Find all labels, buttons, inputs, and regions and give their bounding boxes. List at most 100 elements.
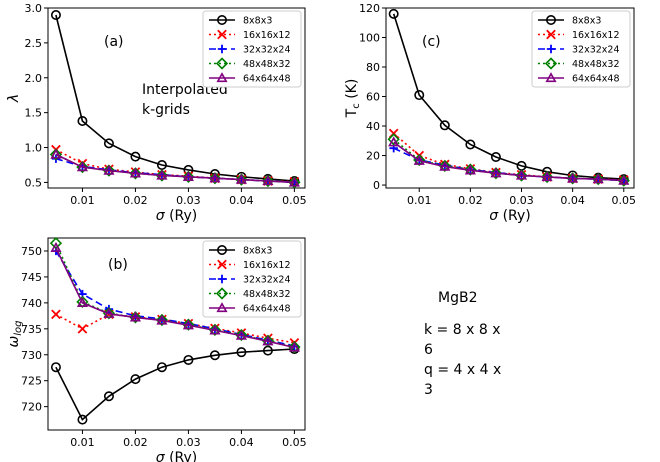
y-tick-label: 40 xyxy=(366,120,380,133)
legend-entry: 64x64x48 xyxy=(243,74,291,85)
y-axis-label-sub: c xyxy=(351,103,362,109)
axes-frame xyxy=(47,7,306,189)
data-point xyxy=(413,154,425,165)
legend-entry: 8x8x3 xyxy=(243,16,272,27)
data-point xyxy=(288,341,300,352)
x-tick-label: 0.05 xyxy=(612,194,637,207)
x-axis-label-unit: (Ry) xyxy=(165,208,198,224)
x-axis-label-unit: (Ry) xyxy=(498,208,531,224)
series-line xyxy=(55,348,295,421)
legend-marker xyxy=(217,259,227,270)
data-point xyxy=(103,307,115,318)
x-tick-label: 0.03 xyxy=(176,436,201,449)
data-point xyxy=(414,90,425,101)
y-tick-label: 740 xyxy=(21,297,42,310)
legend-entry: 48x48x32 xyxy=(243,289,291,300)
data-point xyxy=(156,314,168,325)
y-tick-label: 120 xyxy=(359,2,380,15)
series-16x16x12 xyxy=(388,128,629,185)
panel-label: (a) xyxy=(104,34,124,50)
x-axis-label: σ (Ry) xyxy=(489,208,531,224)
series-8x8x3 xyxy=(50,344,300,425)
data-point xyxy=(156,362,167,373)
legend-marker xyxy=(215,287,229,300)
x-tick-label: 0.05 xyxy=(282,194,307,207)
legend-marker xyxy=(216,72,228,83)
data-point xyxy=(438,159,451,173)
y-tick-label: 60 xyxy=(366,91,380,104)
x-tick-label: 0.02 xyxy=(123,194,148,207)
data-point xyxy=(156,169,168,180)
x-axis-label: σ (Ry) xyxy=(156,208,198,224)
x-tick-label: 0.01 xyxy=(70,194,95,207)
data-point xyxy=(208,172,222,185)
x-tick-label: 0.04 xyxy=(229,194,254,207)
data-point xyxy=(209,350,220,361)
y-tick-label: 3.0 xyxy=(25,2,43,15)
series-line xyxy=(55,247,295,349)
x-axis-label-symbol: σ xyxy=(156,450,166,462)
axes-frame xyxy=(47,237,306,431)
annotation-line: k-grids xyxy=(142,102,190,118)
y-tick-label: 0.5 xyxy=(25,176,43,189)
legend-box xyxy=(202,10,302,88)
data-point xyxy=(236,347,247,358)
data-point xyxy=(592,173,605,186)
series-64x64x48 xyxy=(388,136,630,185)
data-point xyxy=(566,172,579,185)
data-point xyxy=(77,116,88,127)
legend-marker xyxy=(544,57,558,70)
y-tick-label: 100 xyxy=(359,32,380,45)
data-point xyxy=(288,176,301,189)
legend-entry: 32x32x24 xyxy=(572,45,620,56)
legend-box xyxy=(202,240,302,318)
legend-entry: 16x16x12 xyxy=(243,260,291,271)
y-tick-label: 20 xyxy=(366,150,380,163)
data-point xyxy=(50,148,62,159)
x-tick-label: 0.03 xyxy=(509,194,534,207)
legend-entry: 16x16x12 xyxy=(243,30,291,41)
legend-marker xyxy=(217,15,228,25)
legend-box xyxy=(531,10,631,88)
data-point xyxy=(183,354,194,365)
data-point xyxy=(129,167,142,180)
data-point xyxy=(156,159,167,170)
data-point xyxy=(592,173,604,184)
legend-entry: 64x64x48 xyxy=(572,74,620,85)
data-point xyxy=(235,329,247,340)
x-tick-label: 0.01 xyxy=(407,194,432,207)
series-line xyxy=(393,147,624,182)
series-line xyxy=(55,250,295,347)
series-line xyxy=(55,14,295,182)
data-point xyxy=(489,167,503,180)
data-point xyxy=(567,172,579,183)
k-grid-text: k = 8 x 8 x 6 xyxy=(424,322,501,358)
legend-marker xyxy=(545,72,557,83)
y-axis-label: ωlog xyxy=(6,321,24,348)
data-point xyxy=(49,148,63,161)
panel-c: 0.01 0.02 0.03 0.04 0.05 0 20 40 60 80 100 120 σ (Ry… xyxy=(344,2,636,224)
series-32x32x24 xyxy=(51,154,299,187)
x-tick-label: 0.05 xyxy=(282,436,307,449)
x-axis-label-unit: (Ry) xyxy=(165,450,198,462)
data-point xyxy=(288,176,300,187)
data-point xyxy=(76,161,89,172)
data-point xyxy=(235,328,248,342)
legend-entry: 48x48x32 xyxy=(572,59,620,70)
data-point xyxy=(51,309,61,320)
data-point xyxy=(182,170,194,181)
y-axis-label-sub: log xyxy=(13,321,24,336)
data-point xyxy=(387,133,400,146)
legend-marker xyxy=(217,245,228,256)
x-axis-label-symbol: σ xyxy=(156,208,166,224)
legend-entry: 48x48x32 xyxy=(243,59,291,70)
y-axis-label-symbol: λ xyxy=(6,94,22,103)
legend-entry: 64x64x48 xyxy=(243,304,291,315)
legend-marker xyxy=(546,44,556,54)
y-tick-label: 2.5 xyxy=(25,37,43,50)
legend-entry: 8x8x3 xyxy=(243,246,272,257)
data-point xyxy=(103,138,114,149)
data-point xyxy=(388,136,400,147)
data-point xyxy=(129,167,141,178)
